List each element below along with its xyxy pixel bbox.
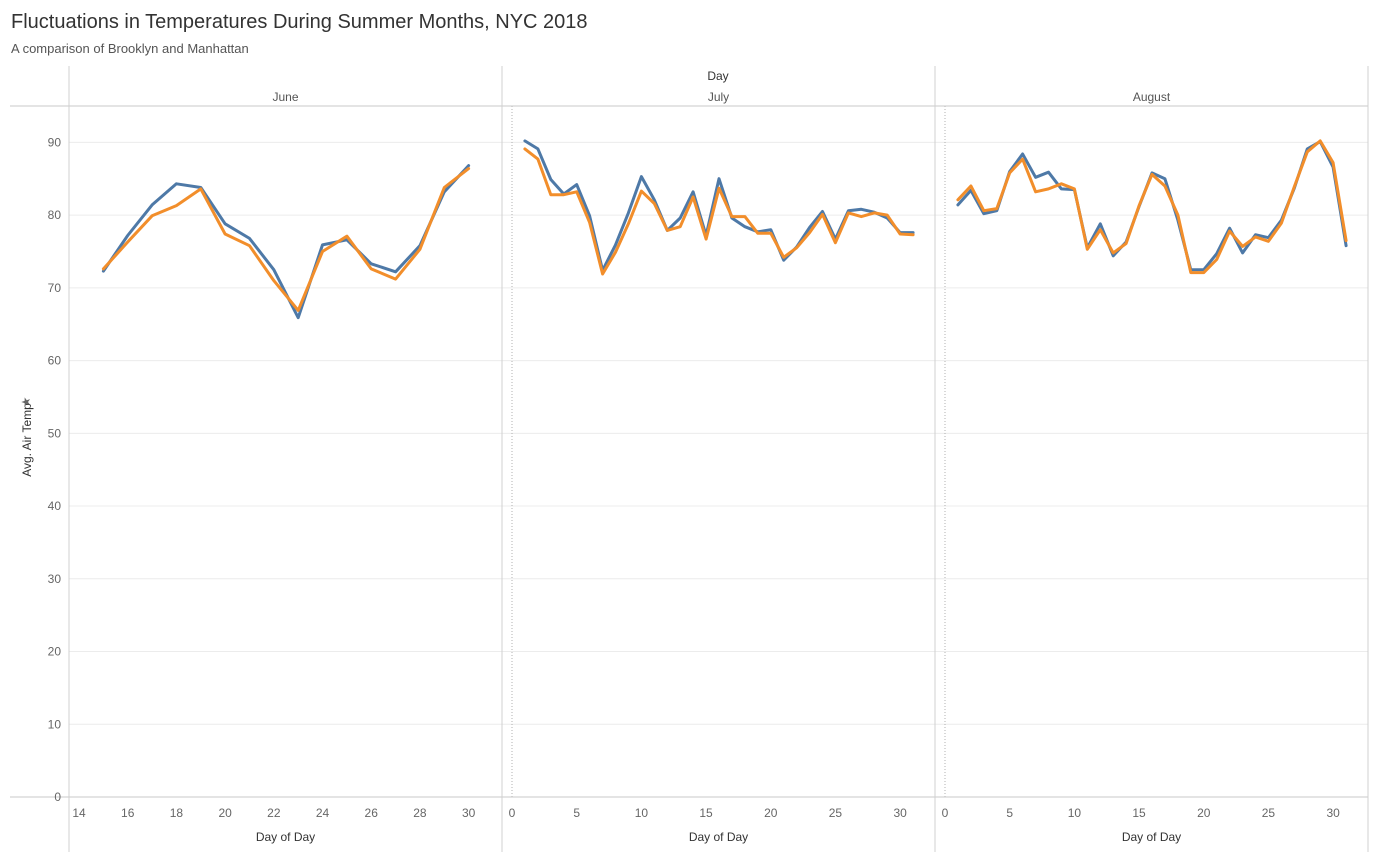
x-tick-label: 5	[1006, 806, 1013, 820]
x-tick-label: 5	[573, 806, 580, 820]
x-tick-label: 30	[462, 806, 476, 820]
x-axis-label: Day of Day	[689, 830, 748, 844]
pin-icon: ★	[19, 397, 33, 408]
grid-layer	[69, 106, 1368, 797]
x-tick-label: 22	[267, 806, 281, 820]
y-tick-label: 10	[48, 717, 62, 731]
y-tick-label: 30	[48, 572, 62, 586]
x-tick-label: 28	[413, 806, 427, 820]
x-tick-label: 26	[365, 806, 379, 820]
x-tick-label: 18	[170, 806, 184, 820]
x-tick-label: 30	[893, 806, 907, 820]
x-axis-label: Day of Day	[1122, 830, 1181, 844]
x-tick-label: 30	[1326, 806, 1340, 820]
x-tick-label: 20	[764, 806, 778, 820]
y-tick-label: 80	[48, 208, 62, 222]
x-tick-label: 15	[699, 806, 713, 820]
y-tick-label: 20	[48, 645, 62, 659]
y-tick-label: 70	[48, 281, 62, 295]
x-tick-label: 10	[1068, 806, 1082, 820]
frame-layer	[10, 66, 1369, 852]
x-tick-label: 25	[829, 806, 843, 820]
x-tick-label: 0	[509, 806, 516, 820]
x-axis-label: Day of Day	[256, 830, 315, 844]
series-line-1-july	[523, 139, 915, 272]
x-tick-label: 25	[1262, 806, 1276, 820]
column-header: Day	[707, 69, 728, 83]
y-axis-label: Avg. Air Temp	[20, 403, 34, 477]
series-line-2-june	[101, 167, 471, 312]
chart-subtitle: A comparison of Brooklyn and Manhattan	[11, 41, 249, 56]
series-line-2-august	[956, 139, 1348, 275]
y-tick-label: 90	[48, 135, 62, 149]
x-tick-label: 24	[316, 806, 330, 820]
x-tick-label: 20	[218, 806, 232, 820]
panel-label-august: August	[1133, 90, 1171, 104]
y-tick-label: 50	[48, 426, 62, 440]
y-tick-label: 0	[54, 790, 61, 804]
x-tick-label: 20	[1197, 806, 1211, 820]
y-tick-label: 60	[48, 354, 62, 368]
x-tick-label: 16	[121, 806, 135, 820]
x-tick-label: 15	[1132, 806, 1146, 820]
y-tick-label: 40	[48, 499, 62, 513]
line-layer	[101, 139, 1348, 320]
panel-label-june: June	[272, 90, 298, 104]
x-tick-label: 0	[942, 806, 949, 820]
panel-label-july: July	[708, 90, 729, 104]
series-line-2-july	[523, 147, 915, 276]
x-tick-label: 10	[635, 806, 649, 820]
chart-title: Fluctuations in Temperatures During Summ…	[11, 11, 588, 33]
x-tick-label: 14	[72, 806, 86, 820]
